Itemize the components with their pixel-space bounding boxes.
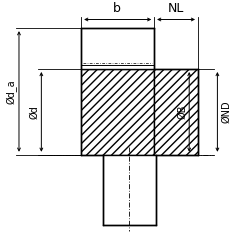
Bar (103, 155, 156, 225)
Bar (81, 28, 154, 69)
Text: Ød: Ød (30, 105, 40, 119)
Text: b: b (113, 2, 121, 15)
Text: NL: NL (168, 2, 184, 15)
Text: Ød_a: Ød_a (6, 79, 18, 104)
Text: ØND: ØND (221, 100, 231, 123)
Bar (81, 69, 154, 155)
Bar (154, 69, 198, 155)
Text: ØB: ØB (178, 105, 188, 119)
